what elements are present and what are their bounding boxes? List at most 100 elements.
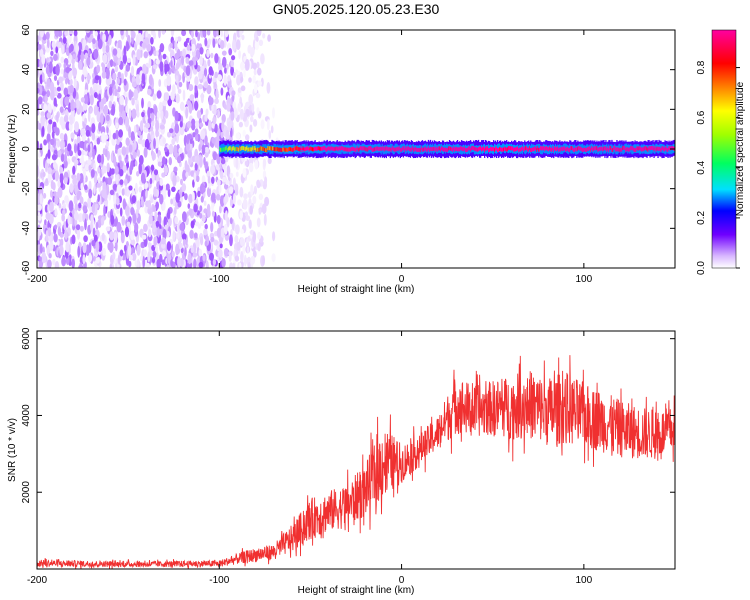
spectrogram-cell <box>248 77 252 83</box>
spectrogram-cell <box>230 60 234 68</box>
spectrogram-cell <box>213 104 217 116</box>
spectrogram-cell <box>87 197 92 210</box>
colorbar-tick-label: 0.8 <box>696 60 707 74</box>
spectrogram-cell <box>568 147 570 152</box>
spectrogram-cell <box>96 111 101 123</box>
spectrogram-cell <box>651 145 653 150</box>
spectrogram-cell <box>175 93 180 104</box>
spectrogram-cell <box>460 146 463 151</box>
spectrogram-cell <box>69 116 73 126</box>
spectrogram-cell <box>627 147 629 152</box>
spectrogram-cell <box>216 133 220 144</box>
spectrogram-cell <box>598 147 600 152</box>
spectrogram-cell <box>53 233 58 243</box>
spectrogram-cell <box>37 96 43 105</box>
spectrogram-cell <box>335 146 337 151</box>
spectrogram-cell <box>150 37 154 45</box>
spectrogram-cell <box>159 178 163 187</box>
spectrogram-cell <box>266 148 268 153</box>
spectrogram-cell <box>544 147 546 152</box>
spectrogram-cell <box>141 97 144 109</box>
spectrogram-cell <box>645 146 647 151</box>
spectrogram-cell <box>257 231 261 240</box>
spectrogram-cell <box>125 30 129 38</box>
spectrogram-cell <box>405 147 408 152</box>
spectrogram-cell <box>97 166 101 174</box>
spectrogram-cell <box>169 128 174 134</box>
spectrogram-cell <box>204 114 208 122</box>
spectrogram-cell <box>661 146 663 151</box>
spectrogram-cell <box>253 68 257 76</box>
spectrogram-cell <box>214 98 219 105</box>
spectrogram-cell <box>630 145 632 150</box>
spectrogram-cell <box>122 198 127 210</box>
spectrogram-cell <box>225 129 230 140</box>
spectrogram-cell <box>178 81 183 88</box>
spectrogram-cell <box>119 95 125 106</box>
spectrogram-cell <box>194 162 198 171</box>
spectrogram-cell <box>60 153 65 162</box>
spectrogram-cell <box>141 234 147 240</box>
spectrogram-cell <box>114 165 119 175</box>
spectrogram-cell <box>197 83 203 90</box>
spectrogram-cell <box>37 178 40 189</box>
spectrogram-cell <box>58 41 62 49</box>
spectrogram-cell <box>88 165 92 171</box>
spectrogram-cell <box>572 146 574 151</box>
spectrogram-cell <box>259 147 261 152</box>
spectrogram-cell <box>257 243 261 252</box>
spectrogram-cell <box>189 94 195 101</box>
spectrogram-cell <box>84 52 88 59</box>
spectrogram-cell <box>557 146 559 151</box>
spectrogram-cell <box>123 45 127 56</box>
spectrogram-cell <box>538 147 540 152</box>
spectrogram-cell <box>210 52 214 59</box>
spectrogram-cell <box>531 148 533 152</box>
spectrogram-cell <box>175 243 180 256</box>
spectrogram-cell <box>249 162 254 173</box>
spectrogram-cell <box>191 43 196 52</box>
spectrogram-cell <box>367 146 369 151</box>
spectrogram-cell <box>445 147 448 152</box>
spectrogram-cell <box>99 113 104 125</box>
spectrogram-cell <box>581 147 583 152</box>
spectrogram-cell <box>415 147 418 152</box>
spectrogram-cell <box>80 51 85 63</box>
spectrogram-cell <box>512 146 514 151</box>
spectrogram-cell <box>204 135 208 146</box>
spectrogram-cell <box>116 184 122 194</box>
spectrogram-cell <box>174 123 180 134</box>
spectrogram-cell <box>117 58 121 66</box>
spectrogram-cell <box>54 170 60 182</box>
colorbar-tick-label: 0.6 <box>696 110 707 124</box>
spectrogram-cell <box>185 141 190 153</box>
spectrogram-cell <box>91 240 96 247</box>
spectrogram-cell <box>337 147 339 152</box>
spectrogram-cell <box>202 254 206 262</box>
spectrogram-cell <box>408 147 411 152</box>
spectrogram-panel: -200 -100 0 100 60 40 20 0 -20 -40 -60 Height of s… <box>7 24 676 295</box>
spectrogram-cell <box>351 146 353 151</box>
spectrogram-cell <box>220 147 222 152</box>
spectrogram-cell <box>471 145 474 150</box>
spectrogram-cell <box>317 146 319 151</box>
spectrogram-cell <box>193 172 197 183</box>
spectrogram-cell <box>252 250 257 258</box>
spectrogram-cell <box>228 146 230 151</box>
spectrogram-cell <box>192 179 195 188</box>
spectrogram-cell <box>63 72 69 78</box>
spectrogram-cell <box>258 148 260 152</box>
spectrogram-cell <box>203 208 208 214</box>
spectrogram-cell <box>221 158 226 165</box>
spectrogram-cell <box>47 259 52 268</box>
spectrogram-cell <box>208 120 212 132</box>
spectrogram-cell <box>245 134 250 141</box>
spectrogram-cell <box>554 146 556 151</box>
spectrogram-cell <box>106 162 110 173</box>
spectrogram-cell <box>662 146 664 150</box>
spectrogram-cell <box>193 203 198 213</box>
spectrogram-cell <box>574 148 576 152</box>
spectrogram-cell <box>64 96 70 106</box>
spectrogram-cell <box>170 30 175 37</box>
spectrogram-cell <box>138 162 142 175</box>
